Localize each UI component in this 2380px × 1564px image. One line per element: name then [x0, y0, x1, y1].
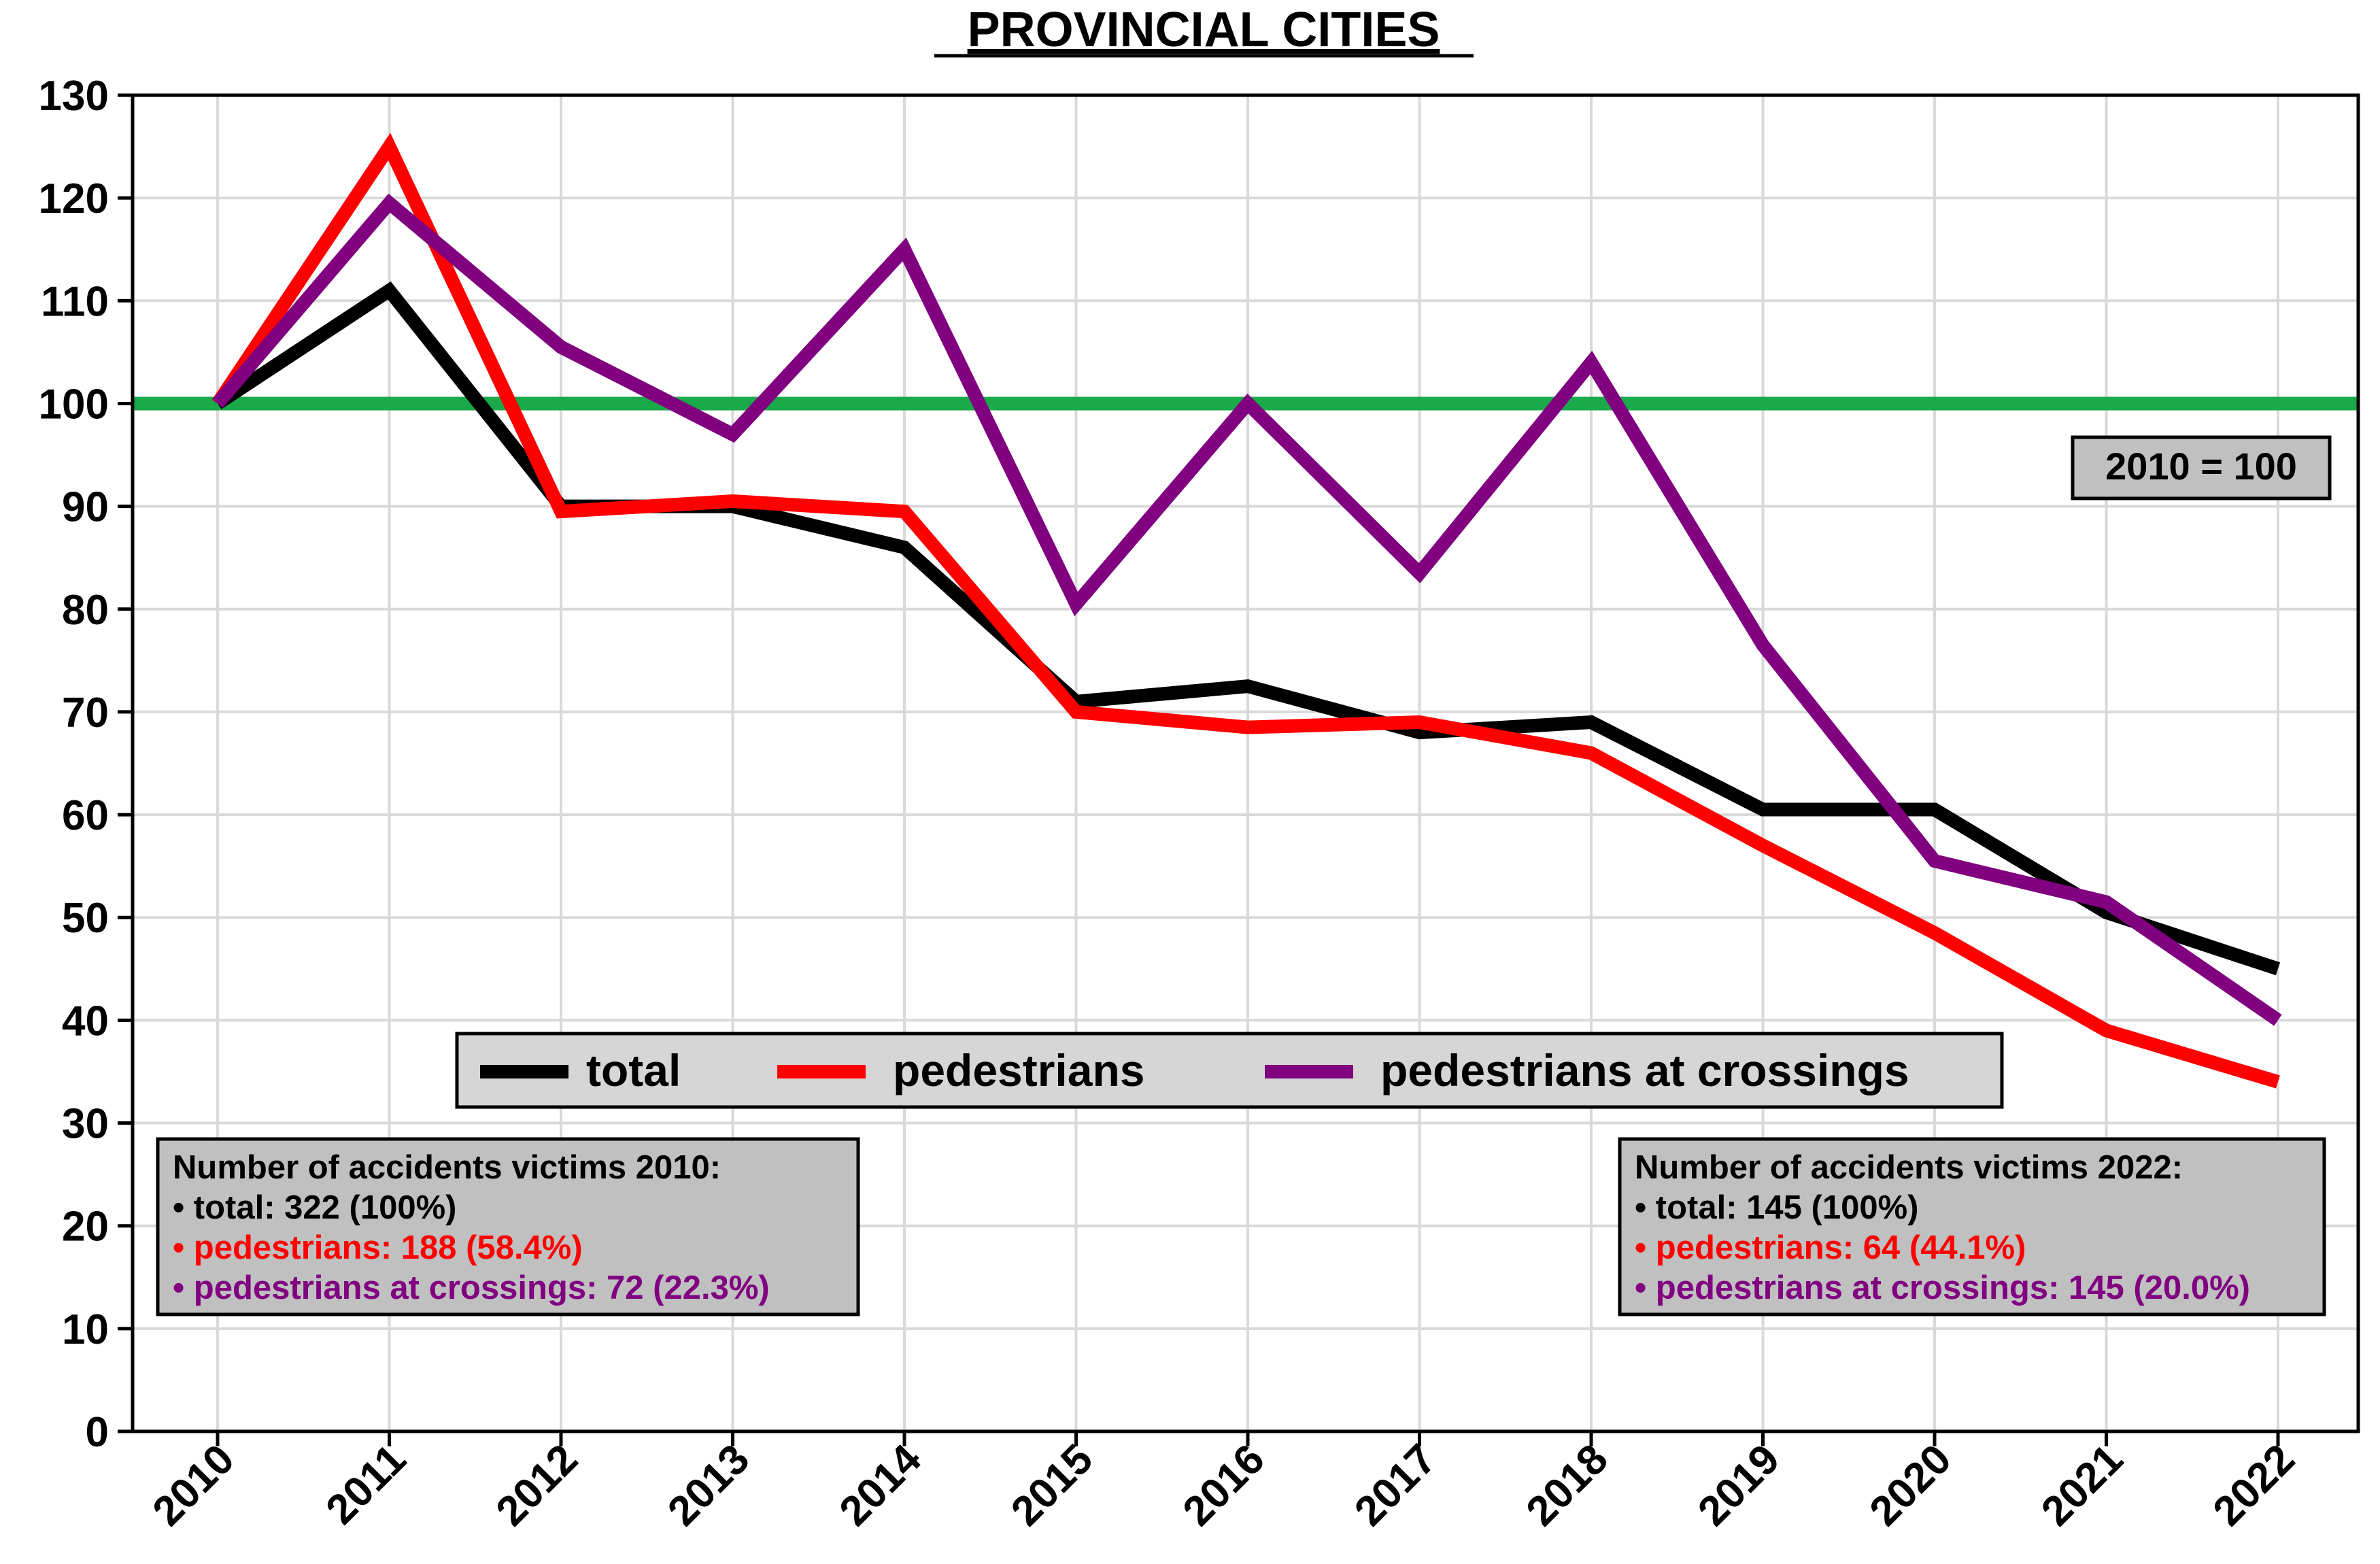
- x-tick-label: 2022: [2205, 1435, 2304, 1535]
- y-tick-label: 0: [86, 1409, 109, 1456]
- x-tick-label: 2010: [144, 1435, 243, 1535]
- info-box-bottom-right: [1618, 1137, 2326, 1316]
- chart-title: PROVINCIAL CITIES: [968, 3, 1440, 57]
- legend-box: [455, 1032, 2004, 1109]
- index-note-box: [2071, 435, 2332, 500]
- info-box-heading: Number of accidents victims 2022:: [1635, 1149, 2183, 1186]
- x-tick-label: 2019: [1689, 1435, 1788, 1535]
- series-line-pedestrians: [211, 133, 2280, 1089]
- y-tick-label: 40: [62, 998, 109, 1044]
- x-tick-label: 2018: [1518, 1435, 1617, 1535]
- index-note-text: 2010 = 100: [2105, 445, 2297, 488]
- y-tick-label: 70: [62, 690, 109, 736]
- index-note-group: 2010 = 100: [2071, 435, 2332, 500]
- info-box-bottom-left: [156, 1137, 860, 1316]
- y-tick-label: 80: [62, 587, 109, 634]
- plot-frame: [131, 93, 2360, 1433]
- legend-label: pedestrians at crossings: [1380, 1045, 1909, 1095]
- y-tick-label: 20: [62, 1204, 109, 1251]
- series-lines: [211, 133, 2282, 1089]
- y-tick-label: 30: [62, 1101, 109, 1148]
- info-box-heading: Number of accidents victims 2010:: [173, 1149, 721, 1186]
- info-boxes: Number of accidents victims 2010:• total…: [156, 1137, 2326, 1316]
- x-tick-label: 2011: [317, 1435, 415, 1533]
- y-tick-label: 90: [62, 484, 109, 531]
- legend-label: pedestrians: [893, 1045, 1144, 1095]
- series-line-pedestrians-at-crossings: [212, 193, 2282, 1026]
- y-tick-label: 100: [39, 381, 109, 428]
- info-box-line: • pedestrians: 188 (58.4%): [173, 1229, 583, 1266]
- x-tick-label: 2020: [1861, 1435, 1960, 1535]
- info-box-line: • pedestrians at crossings: 145 (20.0%): [1635, 1270, 2250, 1306]
- y-tick-label: 130: [39, 73, 109, 120]
- x-tick-label: 2012: [488, 1435, 587, 1535]
- x-tick-label: 2015: [1002, 1435, 1102, 1535]
- legend-label: total: [586, 1045, 681, 1095]
- y-tick-label: 120: [39, 175, 109, 222]
- legend: total pedestrians pedestrians at crossings: [455, 1032, 2004, 1109]
- x-tick-label: 2021: [2033, 1435, 2132, 1535]
- info-box-line: • total: 322 (100%): [173, 1189, 456, 1226]
- x-tick-label: 2016: [1174, 1435, 1274, 1535]
- info-box-line: • pedestrians: 64 (44.1%): [1635, 1229, 2026, 1266]
- x-tick-label: 2014: [831, 1435, 931, 1535]
- x-tick-label: 2013: [659, 1435, 758, 1535]
- info-box-line: • pedestrians at crossings: 72 (22.3%): [173, 1270, 770, 1306]
- y-tick-label: 110: [41, 278, 109, 325]
- y-tick-label: 10: [62, 1306, 109, 1353]
- info-box-line: • total: 145 (100%): [1635, 1189, 1918, 1226]
- y-tick-label: 60: [62, 792, 109, 839]
- y-tick-label: 50: [62, 895, 109, 942]
- x-tick-label: 2017: [1346, 1435, 1445, 1535]
